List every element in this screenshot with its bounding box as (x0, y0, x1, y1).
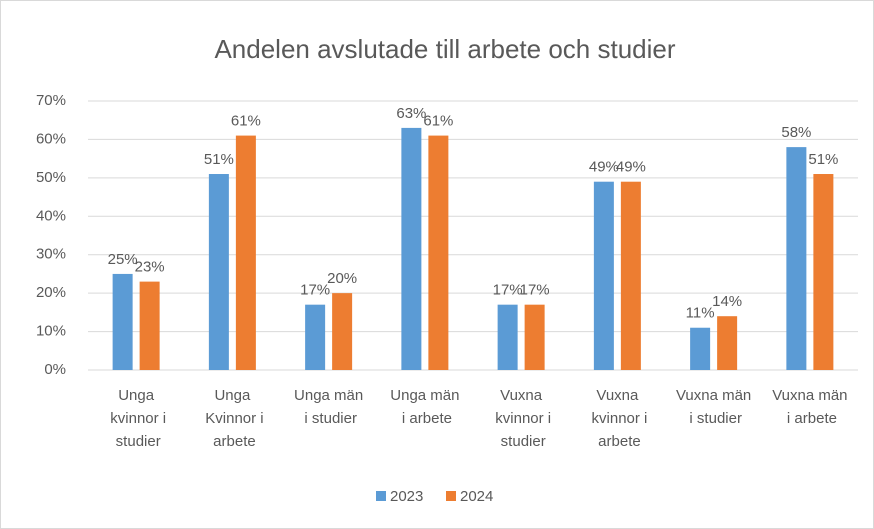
bar (208, 174, 229, 370)
x-tick-label: Unga män i studier (294, 387, 363, 427)
legend-label: 2023 (390, 488, 423, 505)
chart-title: Andelen avslutade till arbete och studie… (214, 34, 675, 64)
data-label: 17% (520, 282, 550, 299)
bar (593, 181, 614, 370)
bar (620, 181, 641, 370)
data-label: 51% (808, 151, 838, 168)
data-label: 51% (204, 151, 234, 168)
y-tick-label: 60% (36, 130, 66, 147)
x-tick-label: Unga kvinnor i studier (106, 387, 166, 450)
bar (524, 304, 545, 370)
bar (112, 273, 133, 370)
data-label: 14% (712, 293, 742, 310)
bar (690, 327, 711, 370)
bar (717, 316, 738, 370)
x-tick-label: Vuxna män i arbete (772, 387, 847, 427)
bar (401, 127, 422, 371)
data-label: 49% (589, 159, 619, 176)
bar (813, 174, 834, 370)
bar (332, 293, 353, 370)
data-label: 58% (781, 124, 811, 141)
data-label: 17% (300, 282, 330, 299)
data-label: 61% (423, 113, 453, 130)
data-label: 11% (686, 305, 715, 322)
y-tick-label: 40% (36, 207, 66, 224)
data-label: 63% (396, 105, 426, 122)
legend-swatch (446, 491, 456, 501)
y-tick-label: 70% (36, 92, 66, 109)
data-label: 23% (135, 259, 165, 276)
data-label: 20% (327, 270, 357, 287)
y-tick-label: 50% (36, 169, 66, 186)
legend-swatch (376, 491, 386, 501)
x-tick-label: Unga Kvinnor i arbete (201, 387, 264, 450)
data-label: 61% (231, 113, 261, 130)
data-label: 25% (108, 251, 138, 268)
legend-label: 2024 (460, 488, 493, 505)
y-tick-label: 20% (36, 284, 66, 301)
bar (139, 281, 160, 370)
bar (497, 304, 518, 370)
x-tick-label: Unga män i arbete (390, 387, 459, 427)
y-tick-label: 10% (36, 323, 66, 340)
bar (428, 135, 449, 370)
x-tick-label: Vuxna män i studier (676, 387, 751, 427)
y-tick-label: 0% (44, 361, 66, 378)
data-label: 49% (616, 159, 646, 176)
x-tick-label: Vuxna kvinnor i arbete (587, 387, 647, 450)
y-tick-label: 30% (36, 246, 66, 263)
bar (305, 304, 326, 370)
bar (786, 147, 807, 370)
data-label: 17% (493, 282, 523, 299)
x-tick-label: Vuxna kvinnor i studier (491, 387, 551, 450)
bar (235, 135, 256, 370)
